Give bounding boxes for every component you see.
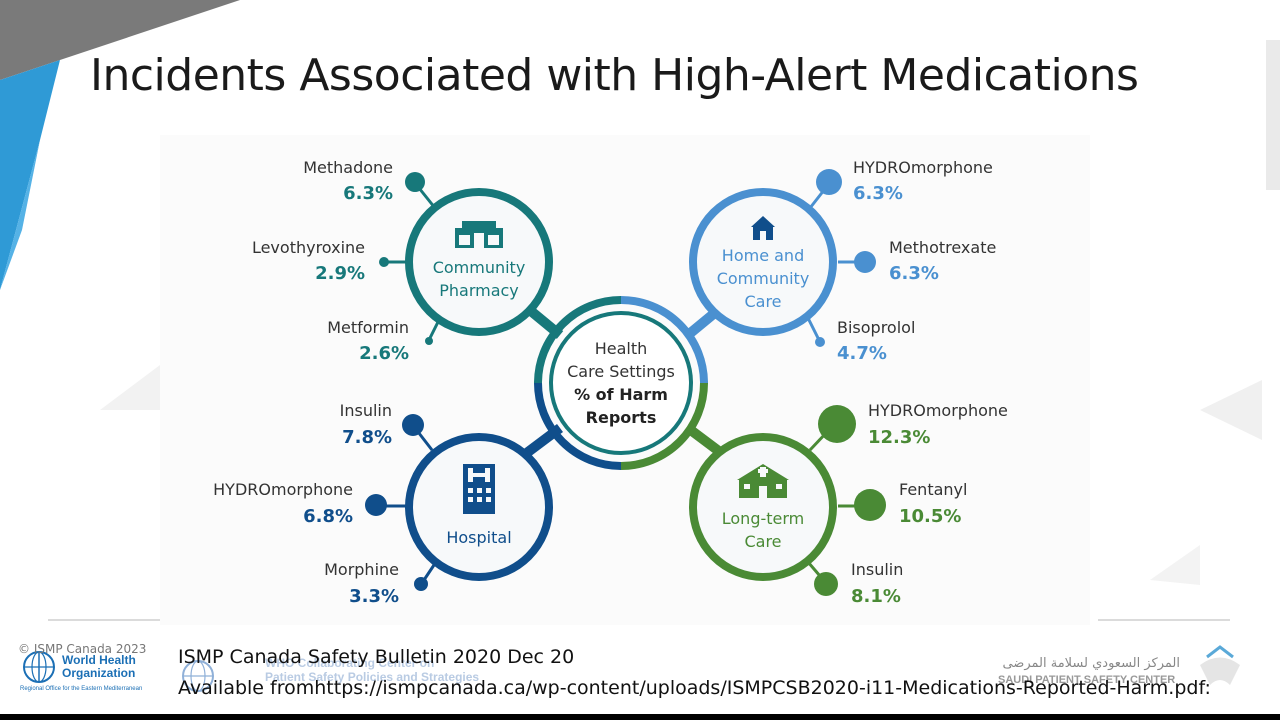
spsc-arabic-name: المركز السعودي لسلامة المرضى — [1002, 656, 1180, 671]
collab-line2: Patient Safety Policies and Strategies — [265, 670, 480, 684]
pharmacy-icon — [455, 221, 503, 248]
med-pct-metformin: 2.6% — [359, 343, 409, 364]
decor-triangle-bottom — [1150, 545, 1200, 585]
center-label-line4: Reports — [586, 408, 657, 427]
node-fentanyl — [854, 489, 886, 521]
node-morphine — [414, 577, 428, 591]
med-name-levothyroxine: Levothyroxine — [252, 238, 365, 257]
label-community-pharmacy-2: Pharmacy — [439, 281, 519, 300]
med-name-methadone: Methadone — [303, 158, 393, 177]
center-circle — [534, 296, 708, 470]
collab-line1: WHO Collaborating Center on — [265, 656, 435, 670]
med-name-fentanyl: Fentanyl — [899, 480, 967, 499]
decor-triangle-right — [1200, 380, 1262, 440]
med-pct-levothyroxine: 2.9% — [315, 263, 365, 284]
bottom-edge — [0, 714, 1280, 720]
node-hydromorphone-hospital — [365, 494, 387, 516]
med-name-insulin-hospital: Insulin — [340, 401, 392, 420]
circle-community-pharmacy — [405, 188, 553, 336]
stems-long-term-care — [806, 405, 886, 596]
spsc-logo-icon — [1200, 645, 1240, 685]
who-name-line1: World Health — [62, 653, 136, 667]
label-community-pharmacy-1: Community — [433, 258, 526, 277]
label-home-care-1: Home and — [722, 246, 804, 265]
house-icon — [751, 216, 775, 240]
node-insulin-ltc — [814, 572, 838, 596]
stems-community-pharmacy — [379, 172, 442, 345]
med-pct-fentanyl: 10.5% — [899, 506, 961, 527]
node-methadone — [405, 172, 425, 192]
label-long-term-care-2: Care — [744, 532, 781, 551]
med-pct-hydromorphone-hospital: 6.8% — [303, 506, 353, 527]
node-levothyroxine — [379, 257, 389, 267]
node-bisoprolol — [815, 337, 825, 347]
source-url: Available fromhttps://ismpcanada.ca/wp-c… — [178, 677, 1211, 699]
corner-blue-shape — [0, 60, 60, 290]
med-pct-insulin-hospital: 7.8% — [342, 427, 392, 448]
circle-long-term-care — [689, 433, 837, 581]
med-name-insulin-ltc: Insulin — [851, 560, 903, 579]
hospital-icon — [463, 464, 495, 514]
collaborating-center-name: WHO Collaborating Center on Patient Safe… — [265, 656, 479, 684]
edge-strip — [1266, 40, 1280, 190]
who-name: World Health Organization — [62, 654, 136, 680]
node-methotrexate — [854, 251, 876, 273]
med-pct-morphine: 3.3% — [349, 586, 399, 607]
spsc-english-name: SAUDI PATIENT SAFETY CENTER — [998, 674, 1176, 686]
med-name-metformin: Metformin — [327, 318, 409, 337]
corner-light-blue-shape — [0, 140, 40, 290]
med-name-bisoprolol: Bisoprolol — [837, 318, 915, 337]
med-pct-hydromorphone-home: 6.3% — [853, 183, 903, 204]
med-pct-methadone: 6.3% — [343, 183, 393, 204]
center-label-line2: Care Settings — [567, 362, 675, 381]
collaborating-center-emblem-icon — [182, 660, 214, 692]
med-pct-methotrexate: 6.3% — [889, 263, 939, 284]
care-home-icon — [737, 464, 789, 498]
slide-title: Incidents Associated with High-Alert Med… — [90, 50, 1139, 101]
node-insulin-hospital — [402, 414, 424, 436]
med-name-hydromorphone-ltc: HYDROmorphone — [868, 401, 1008, 420]
stems-hospital — [365, 414, 438, 591]
label-home-care-2: Community — [717, 269, 810, 288]
source-citation: ISMP Canada Safety Bulletin 2020 Dec 20 — [178, 646, 575, 668]
label-home-care-3: Care — [744, 292, 781, 311]
med-pct-insulin-ltc: 8.1% — [851, 586, 901, 607]
med-name-hydromorphone-home: HYDROmorphone — [853, 158, 993, 177]
center-label-line1: Health — [595, 339, 648, 358]
node-hydromorphone-home — [816, 169, 842, 195]
who-name-line2: Organization — [62, 666, 136, 680]
node-metformin — [425, 337, 433, 345]
decor-triangle-left — [100, 365, 160, 410]
label-long-term-care-1: Long-term — [722, 509, 805, 528]
circle-home-care — [689, 188, 837, 336]
copyright: © ISMP Canada 2023 — [18, 642, 147, 656]
center-label-line3: % of Harm — [574, 385, 668, 404]
med-name-methotrexate: Methotrexate — [889, 238, 996, 257]
med-pct-hydromorphone-ltc: 12.3% — [868, 427, 930, 448]
med-name-hydromorphone-hospital: HYDROmorphone — [213, 480, 353, 499]
who-emblem-icon — [23, 651, 55, 683]
node-hydromorphone-ltc — [818, 405, 856, 443]
med-name-morphine: Morphine — [324, 560, 399, 579]
med-pct-bisoprolol: 4.7% — [837, 343, 887, 364]
who-subtitle: Regional Office for the Eastern Mediterr… — [20, 686, 143, 692]
stems-home-care — [806, 169, 876, 347]
label-hospital: Hospital — [446, 528, 511, 547]
